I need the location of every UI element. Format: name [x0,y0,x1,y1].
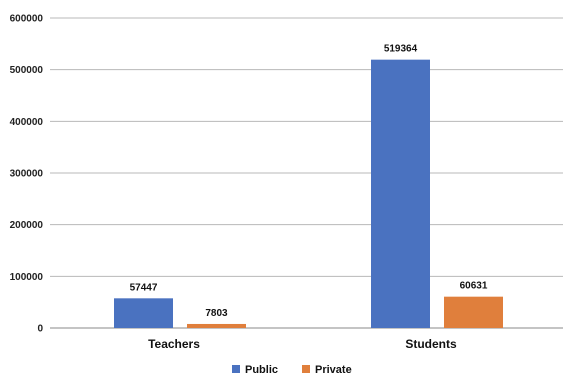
legend-swatch-private [302,365,310,373]
category-labels: Teachers Students [148,337,457,351]
legend-label-private: Private [315,364,352,376]
y-axis-tick-labels: 0 100000 200000 300000 400000 500000 600000 [10,14,44,335]
data-label-private-teachers: 7803 [205,308,228,319]
data-label-private-students: 60631 [460,281,488,292]
bar-private-teachers [187,323,246,328]
bar-public-students [371,59,430,329]
bar-public-teachers [114,298,173,328]
y-tick-label: 500000 [10,65,44,76]
bars [114,59,503,329]
y-tick-label: 200000 [10,220,44,231]
category-label-teachers: Teachers [148,337,200,351]
y-tick-label: 100000 [10,272,44,283]
y-tick-label: 300000 [10,169,44,180]
data-labels: 57447 7803 519364 60631 [130,44,488,319]
category-label-students: Students [405,337,457,351]
legend: Public Private [232,364,352,376]
bar-private-students [444,296,503,328]
y-tick-label: 400000 [10,117,44,128]
y-tick-label: 0 [37,324,43,335]
data-label-public-students: 519364 [384,44,418,55]
grid-lines [50,17,563,329]
legend-swatch-public [232,365,240,373]
legend-label-public: Public [245,364,278,376]
y-tick-label: 600000 [10,14,44,25]
data-label-public-teachers: 57447 [130,282,158,293]
